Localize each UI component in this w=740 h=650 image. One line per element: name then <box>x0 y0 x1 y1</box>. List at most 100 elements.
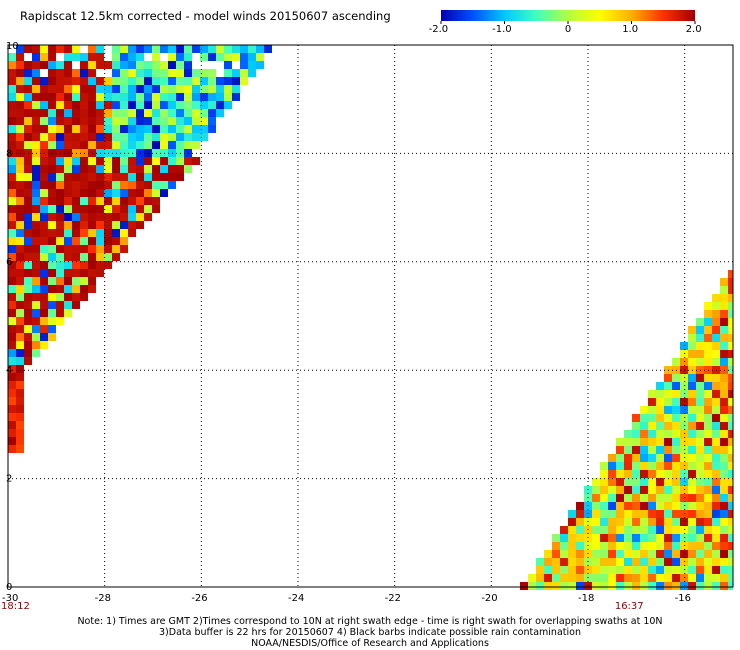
heatmap-cell <box>40 125 48 133</box>
heatmap-cell <box>720 342 728 350</box>
heatmap-cell <box>656 390 664 398</box>
heatmap-cell <box>704 342 712 350</box>
heatmap-cell <box>8 261 16 269</box>
heatmap-cell <box>648 462 656 470</box>
heatmap-cell <box>720 470 728 478</box>
heatmap-cell <box>640 406 648 414</box>
heatmap-cell <box>720 326 728 334</box>
heatmap-cell <box>72 141 80 149</box>
heatmap-cell <box>40 197 48 205</box>
heatmap-cell <box>672 494 680 502</box>
heatmap-cell <box>112 53 120 61</box>
heatmap-cell <box>16 77 24 85</box>
heatmap-cell <box>160 77 168 85</box>
heatmap-cell <box>152 133 160 141</box>
heatmap-cell <box>168 77 176 85</box>
heatmap-cell <box>32 53 40 61</box>
heatmap-cell <box>208 109 216 117</box>
heatmap-cell <box>56 69 64 77</box>
heatmap-cell <box>160 157 168 165</box>
heatmap-cell <box>64 85 72 93</box>
heatmap-cell <box>712 494 720 502</box>
heatmap-cell <box>72 173 80 181</box>
heatmap-cell <box>656 478 664 486</box>
heatmap-cell <box>48 269 56 277</box>
heatmap-cell <box>32 125 40 133</box>
heatmap-cell <box>616 574 624 582</box>
heatmap-cell <box>72 157 80 165</box>
heatmap-cell <box>72 69 80 77</box>
heatmap-cell <box>96 53 104 61</box>
heatmap-cell <box>112 93 120 101</box>
heatmap-cell <box>64 77 72 85</box>
heatmap-cell <box>96 205 104 213</box>
heatmap-cell <box>720 526 728 534</box>
footer-notes: Note: 1) Times are GMT 2)Times correspon… <box>0 616 740 649</box>
heatmap-cell <box>728 566 733 574</box>
heatmap-cell <box>24 85 32 93</box>
heatmap-cell <box>16 269 24 277</box>
heatmap-cell <box>160 117 168 125</box>
heatmap-cell <box>600 502 608 510</box>
heatmap-cell <box>56 261 64 269</box>
heatmap-cell <box>632 494 640 502</box>
heatmap-cell <box>88 221 96 229</box>
heatmap-cell <box>664 390 672 398</box>
heatmap-cell <box>200 117 208 125</box>
heatmap-cell <box>608 542 616 550</box>
heatmap-cell <box>720 494 728 502</box>
heatmap-cell <box>616 470 624 478</box>
heatmap-cell <box>208 45 216 53</box>
heatmap-cell <box>592 558 600 566</box>
heatmap-cell <box>712 542 720 550</box>
heatmap-cell <box>112 237 120 245</box>
heatmap-cell <box>728 534 733 542</box>
heatmap-cell <box>96 253 104 261</box>
heatmap-cell <box>624 438 632 446</box>
heatmap-cell <box>152 109 160 117</box>
heatmap-cell <box>720 478 728 486</box>
heatmap-cell <box>16 189 24 197</box>
heatmap-cell <box>712 422 720 430</box>
heatmap-cell <box>592 550 600 558</box>
heatmap-cell <box>656 550 664 558</box>
heatmap-cell <box>144 165 152 173</box>
heatmap-cell <box>64 261 72 269</box>
heatmap-cell <box>648 582 656 590</box>
heatmap-cell <box>80 61 88 69</box>
heatmap-cell <box>40 277 48 285</box>
heatmap-cell <box>640 414 648 422</box>
heatmap-cell <box>176 69 184 77</box>
heatmap-cell <box>208 53 216 61</box>
heatmap-cell <box>88 205 96 213</box>
heatmap-cell <box>16 53 24 61</box>
heatmap-cell <box>32 317 40 325</box>
heatmap-cell <box>56 133 64 141</box>
heatmap-cell <box>64 61 72 69</box>
heatmap-cell <box>72 189 80 197</box>
heatmap-cell <box>96 269 104 277</box>
heatmap-cell <box>72 197 80 205</box>
heatmap-cell <box>600 550 608 558</box>
heatmap-cell <box>32 325 40 333</box>
heatmap-cell <box>80 253 88 261</box>
heatmap-cell <box>672 382 680 390</box>
heatmap-cell <box>32 117 40 125</box>
heatmap-cell <box>152 117 160 125</box>
heatmap-cell <box>32 109 40 117</box>
heatmap-cell <box>200 85 208 93</box>
heatmap-cell <box>696 358 704 366</box>
heatmap-cell <box>672 486 680 494</box>
heatmap-cell <box>72 269 80 277</box>
heatmap-cell <box>680 486 688 494</box>
heatmap-cell <box>720 350 728 358</box>
heatmap-cell <box>72 45 80 53</box>
heatmap-cell <box>8 213 16 221</box>
heatmap-cell <box>192 117 200 125</box>
heatmap-cell <box>680 566 688 574</box>
heatmap-cell <box>688 486 696 494</box>
heatmap-cell <box>120 61 128 69</box>
heatmap-cell <box>112 253 120 261</box>
heatmap-cell <box>8 133 16 141</box>
heatmap-cell <box>136 69 144 77</box>
